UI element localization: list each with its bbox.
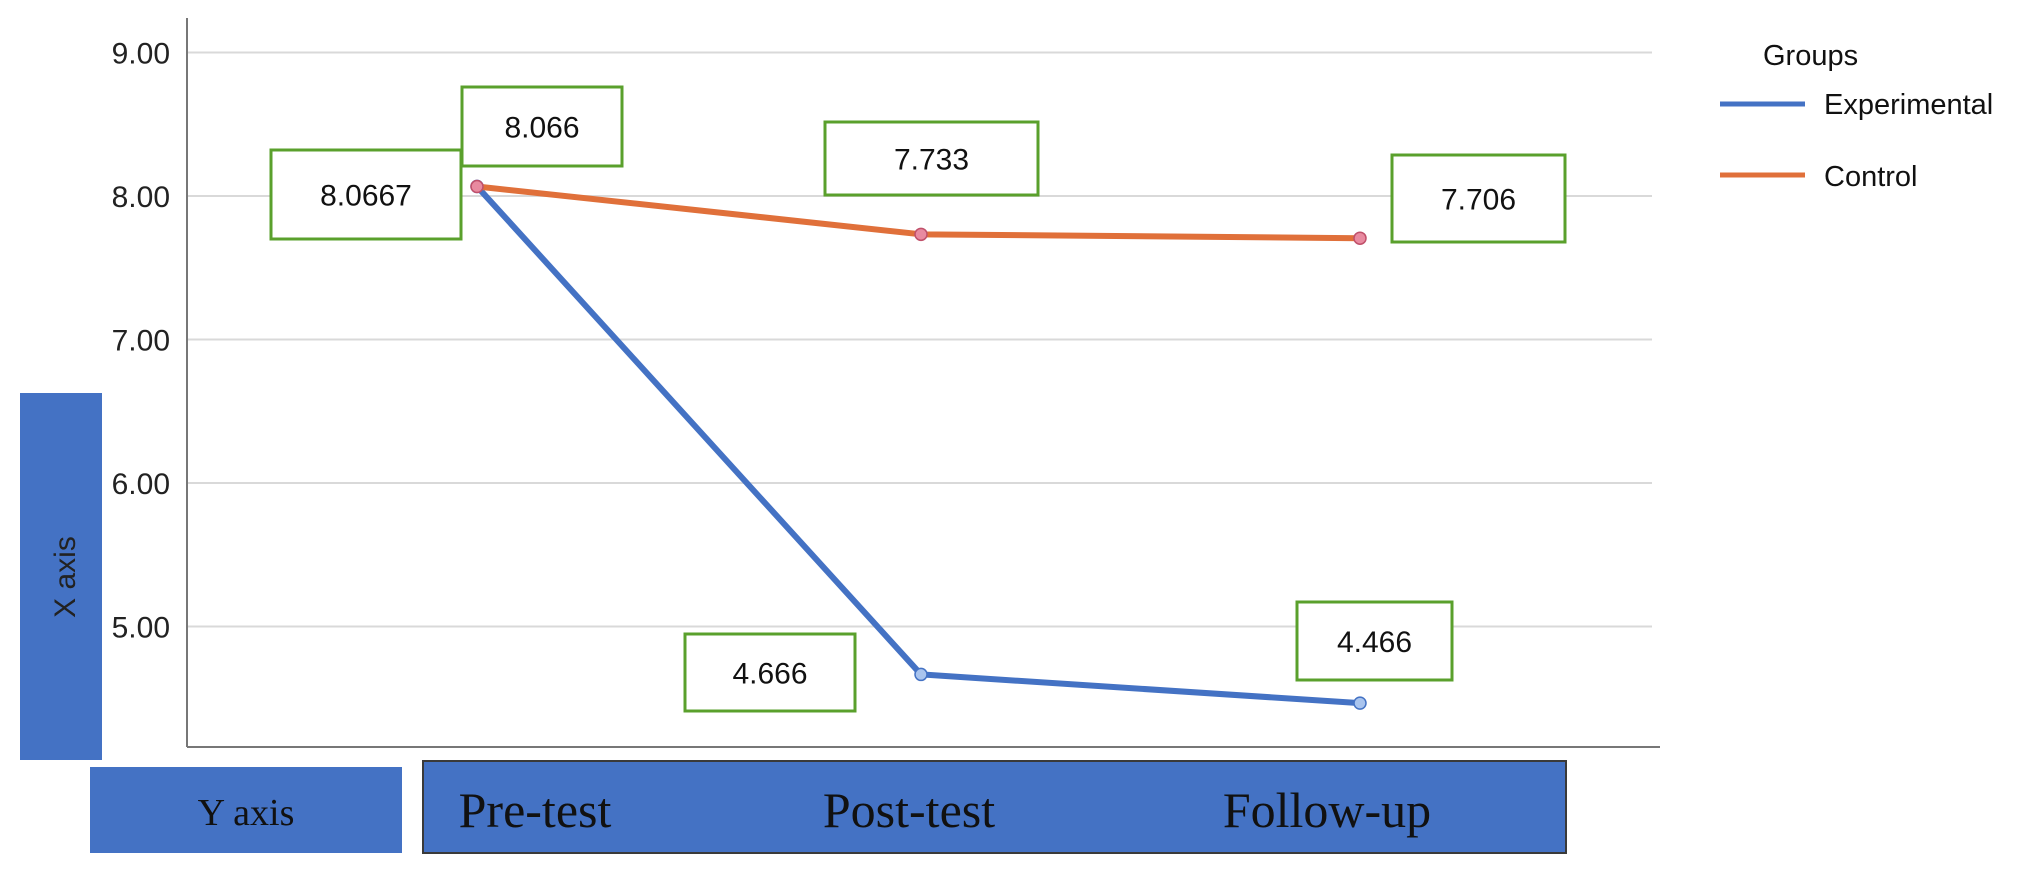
data-label: 8.066 — [504, 112, 579, 145]
data-label-box: 8.066 — [460, 85, 624, 168]
data-label-box: 7.733 — [823, 120, 1040, 197]
data-labels: 8.0667 4.666 4.466 8.066 7.733 7.706 — [269, 85, 1567, 713]
x-category-label: Pre-test — [459, 782, 612, 838]
data-label: 7.706 — [1441, 184, 1516, 217]
data-label-frame — [269, 148, 463, 241]
legend-label-experimental: Experimental — [1824, 89, 1993, 121]
data-label-box: 8.0667 — [269, 148, 463, 241]
data-label-frame — [683, 632, 857, 713]
x-category-label: Follow-up — [1223, 782, 1431, 838]
y-tick-label: 7.00 — [112, 325, 170, 358]
y-tick-label: 8.00 — [112, 181, 170, 214]
data-point-control — [914, 227, 928, 242]
data-point-experimental — [914, 667, 928, 682]
y-tick-label: 9.00 — [112, 38, 170, 71]
data-label-frame — [823, 120, 1040, 197]
data-label: 8.0667 — [320, 180, 412, 213]
series-lines — [470, 179, 1367, 710]
x-axis-label-band — [90, 767, 402, 853]
category-band — [422, 760, 1567, 854]
data-label-frame — [1295, 600, 1454, 682]
x-category-label: Post-test — [823, 782, 995, 838]
x-axis-title: Y axis — [198, 792, 295, 834]
data-label: 4.666 — [732, 658, 807, 691]
data-label-box: 4.666 — [683, 632, 857, 713]
data-point-experimental — [1353, 696, 1367, 710]
y-axis-label-band — [20, 393, 102, 760]
data-label-frame — [1390, 153, 1567, 244]
legend-label-control: Control — [1824, 161, 1918, 193]
data-label-box: 4.466 — [1295, 600, 1454, 682]
legend-title: Groups — [1763, 40, 1858, 72]
y-axis-title: X axis — [49, 536, 82, 618]
y-tick-label: 6.00 — [112, 468, 170, 501]
data-label: 4.466 — [1337, 626, 1412, 659]
legend: Groups Experimental Control — [1720, 40, 1993, 193]
data-point-control — [1353, 231, 1367, 245]
data-label-box: 7.706 — [1390, 153, 1567, 244]
data-point-control — [470, 179, 484, 194]
y-tick-labels: 5.00 6.00 7.00 8.00 9.00 — [112, 38, 170, 645]
y-tick-label: 5.00 — [112, 612, 170, 645]
data-label: 7.733 — [894, 144, 969, 177]
data-label-frame — [460, 85, 624, 168]
x-category-labels: Pre-test Post-test Follow-up — [459, 782, 1432, 838]
